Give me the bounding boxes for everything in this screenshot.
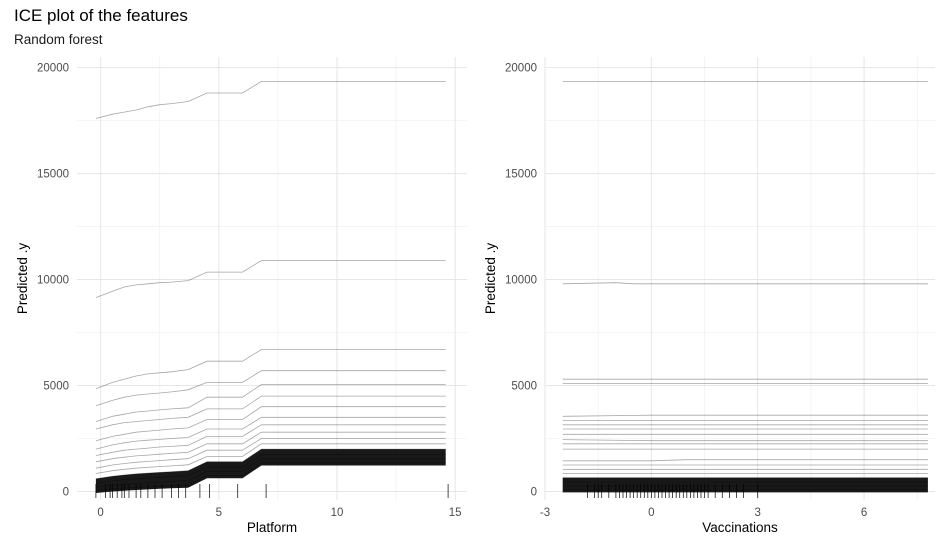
x-tick-label: 6 [861,507,867,519]
x-tick-label: 5 [216,507,222,519]
ice-line-2 [95,260,446,298]
panel-2: -3 0 3 605000100001500020000VaccinationsPre… [483,57,935,535]
panel-1: 0 5 10 15 0 5000 10000 15000 20000 Platform Predic… [15,57,467,535]
x-axis-label: Platform [247,520,297,535]
y-tick-label: 0 [63,487,69,499]
x-tick-label: 3 [755,507,761,519]
chart-subtitle: Random forest [14,32,103,47]
x-tick-label: 15 [449,507,462,519]
y-axis-label: Predicted .y [483,243,498,315]
ice-line-5 [95,384,446,422]
ice-line-8 [95,416,446,450]
y-tick-label: 0 [531,487,537,499]
y-tick-label: 5000 [43,381,69,393]
ice-line-2 [562,282,928,285]
ice-line-10 [95,431,446,463]
dense-ice-band [95,449,446,493]
ice-line-4 [95,370,446,407]
y-tick-label: 15000 [37,169,69,181]
y-tick-label: 10000 [37,275,69,287]
y-tick-label: 10000 [505,275,537,287]
chart-title: ICE plot of the features [14,6,188,25]
x-tick-label: -3 [540,507,550,519]
ice-line-12 [95,443,446,474]
dense-ice-band [562,477,928,493]
y-tick-label: 20000 [37,63,69,75]
ice-line-13 [562,459,928,462]
x-axis-label: Vaccinations [702,520,778,535]
y-axis-label: Predicted .y [15,243,30,315]
ice-line-3 [95,349,446,390]
ice-line-1 [95,81,446,119]
ice-line-7 [95,406,446,442]
ice-line-6 [95,395,446,430]
y-tick-label: 15000 [505,169,537,181]
ice-line-9 [95,424,446,456]
y-tick-label: 5000 [511,381,537,393]
x-tick-label: 0 [648,507,654,519]
ice-line-10 [562,439,928,442]
x-tick-label: 0 [97,507,103,519]
y-tick-label: 20000 [505,63,537,75]
ice-line-11 [95,438,446,469]
x-tick-label: 10 [331,507,344,519]
ice-line-5 [562,414,928,417]
